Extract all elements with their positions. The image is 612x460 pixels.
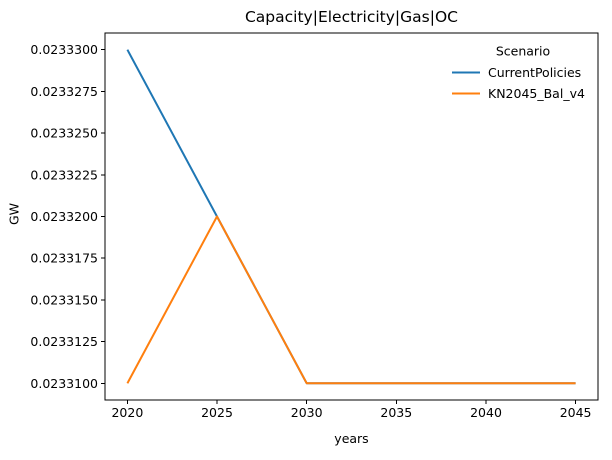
y-tick-label: 0.0233250 [30,126,98,141]
y-tick-label: 0.0233300 [30,42,98,57]
y-tick-label: 0.0233150 [30,292,98,307]
legend: Scenario CurrentPolicies KN2045_Bal_v4 [452,44,585,101]
y-axis-ticks: 0.0233300 0.0233275 0.0233250 0.0233225 0.02… [30,42,105,391]
y-tick-label: 0.0233125 [30,334,98,349]
x-tick-label: 2030 [291,405,323,420]
y-axis-label: GW [7,203,22,225]
legend-label-KN2045_Bal_v4: KN2045_Bal_v4 [488,86,585,101]
y-tick-label: 0.0233200 [30,209,98,224]
series-line-KN2045_Bal_v4 [126,215,576,385]
y-tick-label: 0.0233100 [30,376,98,391]
series-lines [126,49,576,385]
y-tick-label: 0.0233275 [30,84,98,99]
x-tick-label: 2025 [201,405,233,420]
y-tick-label: 0.0233225 [30,167,98,182]
x-axis-label: years [334,431,368,446]
chart-title: Capacity|Electricity|Gas|OC [245,8,458,26]
x-tick-label: 2020 [111,405,143,420]
legend-title: Scenario [496,44,550,59]
x-tick-label: 2035 [380,405,412,420]
x-tick-label: 2040 [470,405,502,420]
legend-label-CurrentPolicies: CurrentPolicies [488,65,581,80]
legend-entries: CurrentPolicies KN2045_Bal_v4 [452,65,585,101]
x-axis-ticks: 2020 2025 2030 2035 2040 2045 [111,400,592,420]
x-tick-label: 2045 [560,405,592,420]
y-tick-label: 0.0233175 [30,251,98,266]
